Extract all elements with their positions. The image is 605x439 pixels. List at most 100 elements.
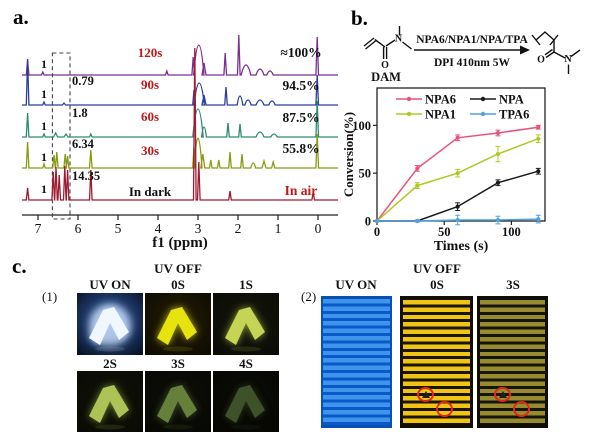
c1-0s-label: 0S — [171, 277, 185, 292]
nmr-spectra: 7 6 5 4 3 2 1 0 f1 (ppm) 1 120s ≈100% 1 0.79 90s 94.5% 1… — [22, 34, 338, 251]
nmr-integral-value: 6.34 — [72, 137, 95, 151]
c2-3s-label: 3S — [506, 277, 520, 292]
amine-n-label: N — [395, 34, 403, 45]
chart-x-tick-label: 100 — [502, 225, 521, 239]
data-point-npa6 — [455, 135, 460, 140]
c2-photo-0s — [400, 296, 473, 428]
nmr-integral-value: 0.79 — [72, 74, 94, 88]
nmr-integral-ref: 1 — [41, 119, 47, 133]
c1-photo-uv-on — [77, 293, 143, 355]
chart-y-tick-label: 100 — [352, 119, 371, 133]
c2-index-label: (2) — [301, 289, 317, 304]
data-point-npa1 — [536, 136, 541, 141]
data-point-npa — [455, 204, 460, 209]
c1-photo-0s — [145, 293, 211, 355]
chart-y-tick-label: 0 — [365, 215, 371, 229]
defect-mark — [498, 391, 507, 398]
nmr-integral-value: 14.35 — [72, 169, 100, 183]
data-point-npa6 — [536, 125, 541, 130]
nmr-axis-tick-label: 0 — [315, 221, 322, 236]
nmr-axis-tick-label: 2 — [235, 221, 242, 236]
nmr-integral-ref: 1 — [41, 57, 47, 71]
carbonyl-o-label: O — [381, 60, 389, 71]
c1-4s-label: 4S — [239, 356, 253, 371]
reactant-label: DAM — [371, 70, 401, 84]
nmr-integral-value: 1.8 — [72, 106, 88, 120]
legend-label-tpa6: TPA6 — [499, 108, 529, 122]
chart-y-tick-label: 50 — [359, 167, 372, 181]
legend-label-npa: NPA — [499, 93, 524, 107]
chart-x-tick-label: 50 — [438, 225, 451, 239]
nmr-time-label: 60s — [141, 109, 159, 124]
conditions-top-label: NPA6/NPA1/NPA/TPA — [416, 34, 528, 46]
defect-circle-annotation — [513, 401, 530, 417]
c1-photo-4s — [213, 371, 279, 432]
c2-uv-on-label: UV ON — [335, 277, 377, 292]
defect-circle-annotation — [417, 387, 434, 402]
reaction-arrow — [414, 45, 530, 55]
defect-circle-annotation — [494, 387, 511, 402]
data-point-tpa6 — [415, 218, 420, 224]
object-reflection — [163, 346, 193, 352]
dam-structure — [363, 26, 412, 59]
data-point-npa1 — [455, 171, 460, 176]
object-reflection — [231, 346, 261, 352]
printed-stripes — [323, 299, 390, 425]
nmr-conversion-label: In air — [285, 183, 318, 198]
nmr-dashed-region — [51, 52, 71, 220]
c2-photo-3s — [477, 296, 548, 428]
data-point-npa6 — [495, 130, 501, 136]
defect-circle-annotation — [436, 401, 453, 417]
data-point-npa — [536, 169, 541, 174]
nmr-axis-tick-label: 5 — [115, 221, 122, 236]
nmr-time-label: 120s — [138, 45, 163, 60]
nmr-integral-ref: 1 — [41, 150, 47, 164]
legend-label-npa1: NPA1 — [425, 108, 456, 122]
c2-0s-label: 0S — [430, 277, 444, 292]
panel-a-label: a. — [13, 5, 29, 29]
nmr-conversion-label: 55.8% — [282, 141, 319, 156]
nmr-conversion-label: 87.5% — [282, 110, 319, 125]
printed-object — [225, 307, 265, 345]
c2-uv-off-label: UV OFF — [413, 261, 461, 276]
nmr-axis-tick-label: 7 — [35, 221, 42, 236]
nmr-trace-in-dark — [22, 47, 338, 201]
c1-photo-2s — [77, 371, 143, 432]
data-point-tpa6 — [374, 218, 380, 224]
legend-marker — [480, 96, 486, 102]
nmr-axis-tick-label: 6 — [75, 221, 82, 236]
product-o-label: O — [537, 55, 545, 66]
printed-object — [89, 385, 129, 423]
chart-plot-box — [376, 87, 546, 222]
nmr-trace-60s — [22, 100, 338, 138]
nmr-time-label: 90s — [141, 77, 159, 92]
nmr-integral-ref: 1 — [41, 87, 47, 101]
c1-photo-1s — [213, 293, 279, 355]
data-point-npa6 — [415, 166, 420, 171]
printed-stripes — [403, 300, 470, 424]
chart-y-axis-title: Conversion(%) — [341, 112, 356, 197]
defect-mark — [421, 391, 430, 398]
product-n-label: N — [564, 54, 572, 65]
c1-index-label: (1) — [42, 289, 58, 304]
c1-1s-label: 1S — [239, 277, 253, 292]
data-point-npa1 — [415, 183, 420, 188]
c1-uv-on-label: UV ON — [89, 277, 131, 292]
legend-marker — [406, 111, 412, 117]
nmr-time-label: 30s — [141, 143, 159, 158]
c1-photo-3s — [145, 371, 211, 432]
photo-background — [145, 371, 211, 432]
nmr-axis-tick-label: 1 — [275, 221, 282, 236]
c1-3s-label: 3S — [171, 356, 185, 371]
legend-marker — [480, 111, 486, 117]
object-reflection — [95, 424, 125, 430]
c1-uv-off-label: UV OFF — [154, 261, 202, 276]
nmr-conversion-label: 94.5% — [282, 78, 319, 93]
object-reflection — [231, 424, 261, 430]
data-point-tpa6 — [495, 217, 501, 223]
panel-b-label: b. — [351, 6, 368, 30]
data-point-tpa6 — [455, 217, 460, 223]
printed-object — [89, 307, 129, 345]
